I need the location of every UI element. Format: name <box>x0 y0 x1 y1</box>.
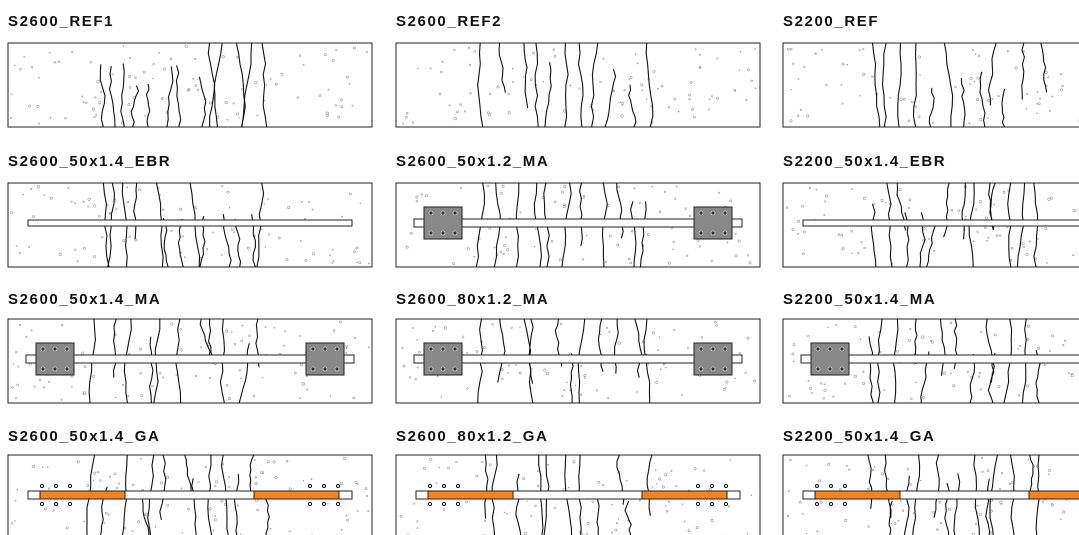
bolt <box>453 347 457 351</box>
bolt <box>723 367 727 371</box>
panel-label: S2200_50x1.4_MA <box>783 291 936 308</box>
bolt <box>429 367 433 371</box>
panel-label: S2200_50x1.4_GA <box>783 428 935 445</box>
bolt <box>723 231 727 235</box>
bolt <box>335 347 339 351</box>
beam-panel: S2200_REF <box>783 13 1079 127</box>
beam-panel: S2200_50x1.4_GA <box>783 428 1079 535</box>
beam-panel: S2600_80x1.2_GA <box>396 428 760 535</box>
bolt <box>453 231 457 235</box>
bolt <box>53 347 57 351</box>
beam-panel: S2200_50x1.4_MA <box>783 291 1079 403</box>
bolt <box>699 367 703 371</box>
bolt <box>723 211 727 215</box>
bolt <box>828 347 832 351</box>
bolt <box>723 347 727 351</box>
bolt <box>441 211 445 215</box>
gradient-anchor <box>642 491 727 499</box>
bolt <box>711 211 715 215</box>
beam-panel: S2600_REF2 <box>396 13 760 127</box>
bolt <box>699 231 703 235</box>
panel-label: S2600_REF2 <box>396 13 502 30</box>
bolt <box>65 347 69 351</box>
panel-label: S2600_80x1.2_MA <box>396 291 549 308</box>
bolt <box>840 347 844 351</box>
bolt <box>816 367 820 371</box>
bolt <box>441 347 445 351</box>
page: {"panels": [ {"label": "S2600_REF1"}, {"… <box>0 0 1079 535</box>
bolt <box>41 367 45 371</box>
strip <box>26 355 354 363</box>
bolt <box>53 367 57 371</box>
beam-panel: S2600_REF1 <box>8 13 372 127</box>
bolt <box>311 367 315 371</box>
bolt <box>41 347 45 351</box>
panel-label: S2600_50x1.4_GA <box>8 428 160 445</box>
bolt <box>840 367 844 371</box>
crack-pattern-figure: S2600_REF1 S2600_REF2 S2200_REF S2600_50x1.… <box>0 0 1079 535</box>
beam-panel: S2600_50x1.2_MA <box>396 153 760 267</box>
panel-label: S2200_50x1.4_EBR <box>783 153 946 170</box>
gradient-anchor <box>1029 491 1079 499</box>
bolt <box>311 347 315 351</box>
bolt <box>453 367 457 371</box>
bolt <box>453 211 457 215</box>
panel-label: S2600_50x1.4_EBR <box>8 153 171 170</box>
panel-label: S2200_REF <box>783 13 879 30</box>
bolt <box>828 367 832 371</box>
bolt <box>711 367 715 371</box>
beam-panel: S2600_80x1.2_MA <box>396 291 760 403</box>
panel-label: S2600_REF1 <box>8 13 114 30</box>
ebr-strip <box>28 220 352 226</box>
bolt <box>335 367 339 371</box>
bolt <box>816 347 820 351</box>
beam-outline <box>396 43 760 127</box>
strip <box>414 219 742 227</box>
panel-label: S2600_50x1.2_MA <box>396 153 549 170</box>
bolt <box>711 231 715 235</box>
bolt <box>429 211 433 215</box>
bolt <box>323 367 327 371</box>
beam-panel: S2600_50x1.4_EBR <box>8 153 372 267</box>
ebr-strip <box>803 220 1079 226</box>
bolt <box>65 367 69 371</box>
beam-panel: S2600_50x1.4_MA <box>8 291 372 403</box>
bolt <box>711 347 715 351</box>
gradient-anchor <box>815 491 900 499</box>
beam-panel: S2200_50x1.4_EBR <box>783 153 1079 267</box>
bolt <box>699 211 703 215</box>
bolt <box>429 347 433 351</box>
strip <box>414 355 742 363</box>
beam-outline <box>8 43 372 127</box>
gradient-anchor <box>254 491 339 499</box>
beam-panel: S2600_50x1.4_GA <box>8 428 372 535</box>
bolt <box>699 347 703 351</box>
bolt <box>441 231 445 235</box>
gradient-anchor <box>40 491 125 499</box>
bolt <box>323 347 327 351</box>
panel-label: S2600_50x1.4_MA <box>8 291 161 308</box>
bolt <box>429 231 433 235</box>
panel-label: S2600_80x1.2_GA <box>396 428 548 445</box>
gradient-anchor <box>428 491 513 499</box>
bolt <box>441 367 445 371</box>
